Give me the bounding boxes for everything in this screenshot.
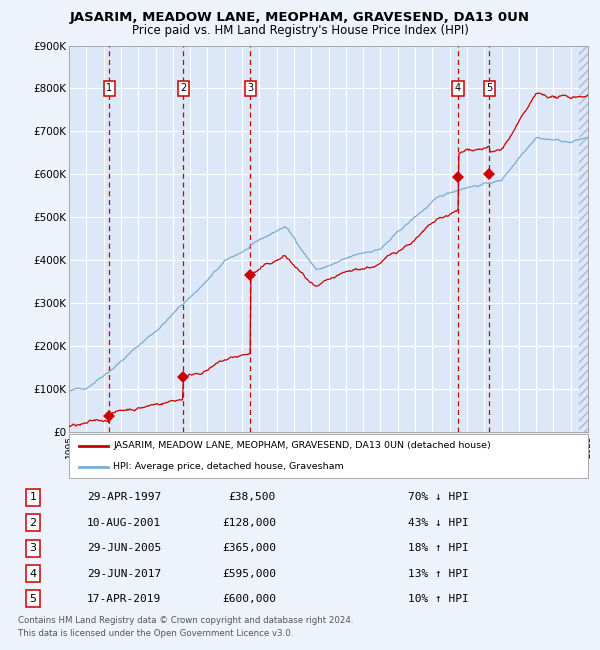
Text: 29-JUN-2005: 29-JUN-2005 — [87, 543, 161, 553]
Text: 5: 5 — [486, 83, 493, 94]
Text: 1: 1 — [106, 83, 112, 94]
Text: JASARIM, MEADOW LANE, MEOPHAM, GRAVESEND, DA13 0UN (detached house): JASARIM, MEADOW LANE, MEOPHAM, GRAVESEND… — [113, 441, 491, 450]
Text: 17-APR-2019: 17-APR-2019 — [87, 594, 161, 604]
Text: £38,500: £38,500 — [229, 493, 276, 502]
Text: £128,000: £128,000 — [222, 518, 276, 528]
Text: 10% ↑ HPI: 10% ↑ HPI — [408, 594, 469, 604]
Text: 70% ↓ HPI: 70% ↓ HPI — [408, 493, 469, 502]
Text: 18% ↑ HPI: 18% ↑ HPI — [408, 543, 469, 553]
Text: 3: 3 — [29, 543, 37, 553]
Text: 2: 2 — [29, 518, 37, 528]
Text: £595,000: £595,000 — [222, 569, 276, 578]
Text: 4: 4 — [455, 83, 461, 94]
Text: 29-APR-1997: 29-APR-1997 — [87, 493, 161, 502]
Text: £600,000: £600,000 — [222, 594, 276, 604]
Text: £365,000: £365,000 — [222, 543, 276, 553]
Text: 1: 1 — [29, 493, 37, 502]
Text: 43% ↓ HPI: 43% ↓ HPI — [408, 518, 469, 528]
Text: Price paid vs. HM Land Registry's House Price Index (HPI): Price paid vs. HM Land Registry's House … — [131, 24, 469, 37]
Text: 10-AUG-2001: 10-AUG-2001 — [87, 518, 161, 528]
Text: HPI: Average price, detached house, Gravesham: HPI: Average price, detached house, Grav… — [113, 462, 344, 471]
Text: 29-JUN-2017: 29-JUN-2017 — [87, 569, 161, 578]
Text: This data is licensed under the Open Government Licence v3.0.: This data is licensed under the Open Gov… — [18, 629, 293, 638]
Text: 13% ↑ HPI: 13% ↑ HPI — [408, 569, 469, 578]
Text: Contains HM Land Registry data © Crown copyright and database right 2024.: Contains HM Land Registry data © Crown c… — [18, 616, 353, 625]
Text: JASARIM, MEADOW LANE, MEOPHAM, GRAVESEND, DA13 0UN: JASARIM, MEADOW LANE, MEOPHAM, GRAVESEND… — [70, 11, 530, 24]
Text: 5: 5 — [29, 594, 37, 604]
Text: 2: 2 — [180, 83, 187, 94]
Text: 4: 4 — [29, 569, 37, 578]
Text: 3: 3 — [247, 83, 254, 94]
